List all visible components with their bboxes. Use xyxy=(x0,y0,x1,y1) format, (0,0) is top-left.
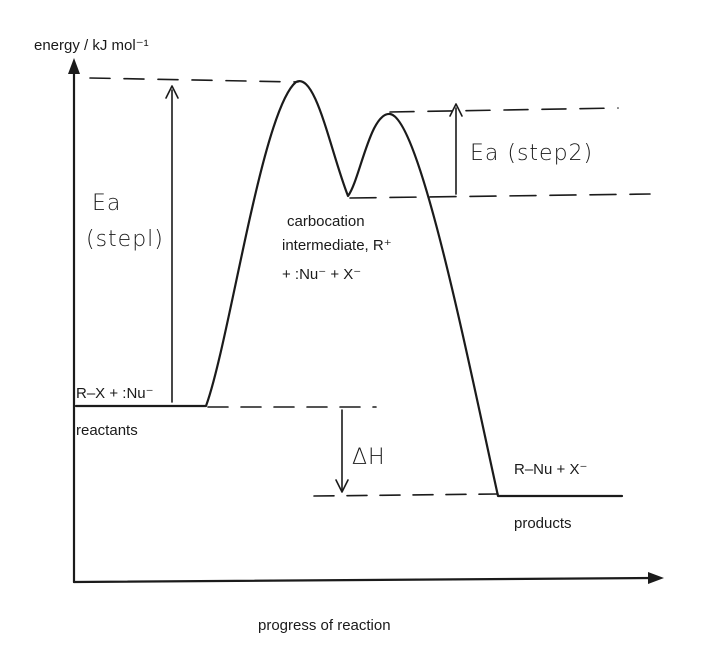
product-level-dashes xyxy=(313,493,499,497)
ea-step2-label: Ea (step2) xyxy=(470,141,593,166)
intermediate-label-line2: intermediate, R⁺ xyxy=(282,237,392,254)
ea-step1-label-line1: Ea xyxy=(92,191,121,216)
reactants-label: reactants xyxy=(76,422,138,439)
intermediate-label-line3: + :Nu⁻ + X⁻ xyxy=(282,266,361,283)
x-axis xyxy=(72,576,654,584)
delta-h-arrowhead xyxy=(335,479,349,493)
intermediate-level-dashes xyxy=(349,193,651,199)
reactants-species-label: R–X + :Nu⁻ xyxy=(76,385,154,402)
ts1-level-dashes xyxy=(89,77,299,83)
products-label: products xyxy=(514,515,572,532)
y-axis-arrowhead xyxy=(68,58,80,74)
ea-step1-arrowhead xyxy=(165,85,179,99)
products-species-label: R–Nu + X⁻ xyxy=(514,461,587,478)
energy-curve xyxy=(74,80,624,498)
intermediate-label-line1: carbocation xyxy=(287,213,365,230)
x-axis-arrowhead xyxy=(648,572,664,584)
y-axis-title: energy / kJ mol⁻¹ xyxy=(34,37,149,54)
ts2-level-dashes xyxy=(389,107,619,113)
ea-step2-arrowhead xyxy=(449,103,463,117)
ea-step1-label-line2: (stepl) xyxy=(86,227,164,252)
delta-h-label: ΔH xyxy=(352,445,386,470)
x-axis-title: progress of reaction xyxy=(258,617,391,634)
